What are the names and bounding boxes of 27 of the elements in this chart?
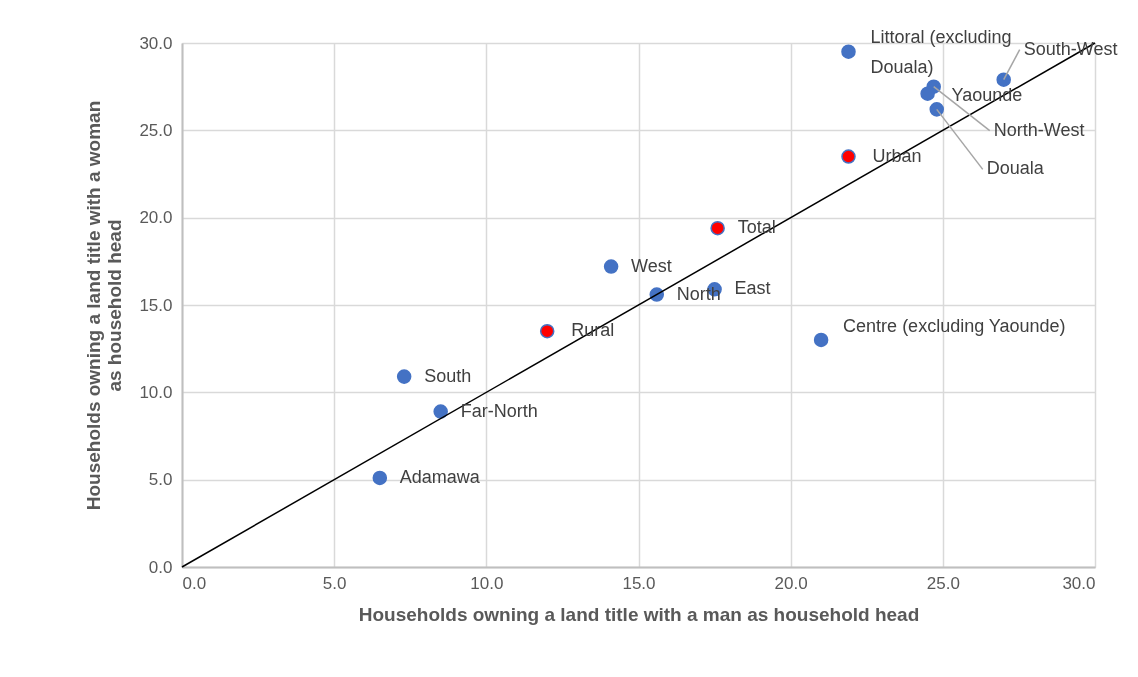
y-tick-label: 5.0	[148, 470, 173, 490]
x-tick-label: 15.0	[622, 573, 656, 593]
x-tick-label: 20.0	[774, 573, 808, 593]
annotation: Adamawa	[399, 466, 481, 487]
annotation: North-West	[993, 119, 1085, 140]
annotation: Total	[737, 217, 776, 238]
x-axis-title: Households owning a land title with a man as household head	[358, 603, 920, 625]
x-tick-label: 25.0	[926, 573, 960, 593]
y-tick-label: 0.0	[148, 557, 173, 577]
y-tick-label: 30.0	[139, 33, 173, 53]
x-tick-label: 30.0	[1062, 573, 1096, 593]
x-tick-label: 0.0	[182, 573, 207, 593]
y-tick-label: 15.0	[139, 295, 173, 315]
y-axis-title: Households owning a land title with a woman as household head	[83, 100, 126, 511]
x-tick-label: 10.0	[470, 573, 504, 593]
y-tick-label: 25.0	[139, 120, 173, 140]
annotation: East	[734, 278, 771, 299]
y-tick-label: 10.0	[139, 382, 173, 402]
annotation: Far-North	[460, 400, 538, 421]
x-tick-label: 5.0	[322, 573, 347, 593]
annotation: South	[424, 365, 472, 386]
annotation: West	[631, 255, 672, 276]
annotation: Littoral (excluding Douala)	[870, 26, 1012, 77]
annotation: Douala	[986, 158, 1045, 179]
y-tick-label: 20.0	[139, 208, 173, 228]
annotation: North	[676, 283, 721, 304]
annotation: Centre (excluding Yaounde)	[843, 315, 1066, 336]
